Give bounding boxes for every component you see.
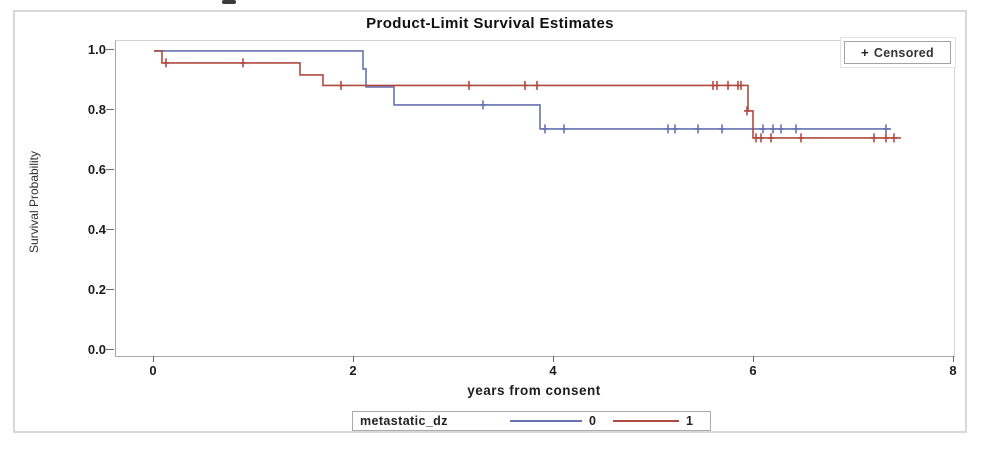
- x-tick-label: 6: [749, 363, 757, 378]
- legend-label-group0: 0: [589, 414, 596, 428]
- censor-mark-group0: [561, 124, 567, 134]
- censor-mark-group1: [891, 133, 897, 143]
- x-tick-mark: [352, 356, 354, 362]
- legend-line-sample-group1: [612, 420, 679, 422]
- censor-mark-group0: [672, 124, 678, 134]
- survival-curves-svg: [154, 50, 901, 143]
- plus-censor-icon: +: [861, 45, 869, 60]
- censor-mark-group1: [768, 133, 774, 143]
- y-tick-mark: [106, 109, 114, 111]
- x-tick-mark: [552, 356, 554, 362]
- censor-mark-group1: [871, 133, 877, 143]
- legend-line-sample-group0: [510, 420, 582, 422]
- km-curve-group0: [154, 50, 891, 130]
- legend-label-group1: 1: [685, 414, 693, 428]
- censor-mark-group1: [725, 80, 731, 90]
- y-tick-mark: [106, 49, 114, 51]
- y-tick-label: 1.0: [87, 41, 106, 57]
- censor-mark-group0: [480, 100, 486, 110]
- y-tick-mark: [106, 349, 114, 351]
- y-tick-mark: [106, 229, 114, 231]
- x-tick-mark: [752, 356, 754, 362]
- censor-mark-group1: [714, 80, 720, 90]
- y-tick-label: 0.4: [87, 221, 106, 237]
- censor-mark-group0: [719, 124, 725, 134]
- x-tick-label: 4: [549, 363, 557, 378]
- censor-mark-group0: [793, 124, 799, 134]
- y-axis-title: Survival Probability: [27, 150, 41, 254]
- censor-mark-group0: [760, 124, 766, 134]
- plot-area: [115, 40, 955, 357]
- y-tick-label: 0.2: [87, 281, 106, 297]
- censor-mark-group0: [883, 124, 889, 134]
- y-tick-mark: [106, 289, 114, 291]
- censor-mark-group0: [542, 124, 548, 134]
- censor-mark-group1: [240, 58, 246, 68]
- x-tick-label: 0: [149, 363, 157, 378]
- censor-mark-group1: [758, 133, 764, 143]
- y-tick-label: 0.8: [87, 101, 106, 117]
- censor-mark-group1: [163, 58, 169, 68]
- x-axis-title: years from consent: [467, 383, 601, 398]
- censor-mark-group1: [466, 80, 472, 90]
- x-tick-mark: [952, 356, 954, 362]
- censored-legend: + Censored: [844, 41, 951, 64]
- figure-frame: Product-Limit Survival Estimates + Censo…: [13, 10, 967, 433]
- censor-mark-group0: [770, 124, 776, 134]
- y-tick-label: 0.0: [87, 341, 106, 357]
- km-curve-group1: [154, 50, 901, 139]
- censor-mark-group1: [744, 106, 750, 116]
- censor-mark-group0: [778, 124, 784, 134]
- x-tick-label: 2: [349, 363, 357, 378]
- cropped-text-fragment: [222, 0, 236, 4]
- censor-mark-group0: [695, 124, 701, 134]
- group-legend-title: metastatic_dz: [360, 414, 448, 428]
- censor-mark-group1: [338, 80, 344, 90]
- censor-mark-group1: [534, 80, 540, 90]
- y-tick-label: 0.6: [87, 161, 106, 177]
- y-tick-mark: [106, 169, 114, 171]
- censor-mark-group1: [798, 133, 804, 143]
- censor-mark-group1: [883, 133, 889, 143]
- group-legend: metastatic_dz 0 1: [352, 411, 711, 431]
- censored-legend-label: Censored: [873, 45, 934, 60]
- censor-mark-group0: [665, 124, 671, 134]
- x-tick-mark: [152, 356, 154, 362]
- chart-title: Product-Limit Survival Estimates: [366, 15, 614, 32]
- censor-mark-group1: [738, 80, 744, 90]
- x-tick-label: 8: [949, 363, 957, 378]
- censor-mark-group1: [522, 80, 528, 90]
